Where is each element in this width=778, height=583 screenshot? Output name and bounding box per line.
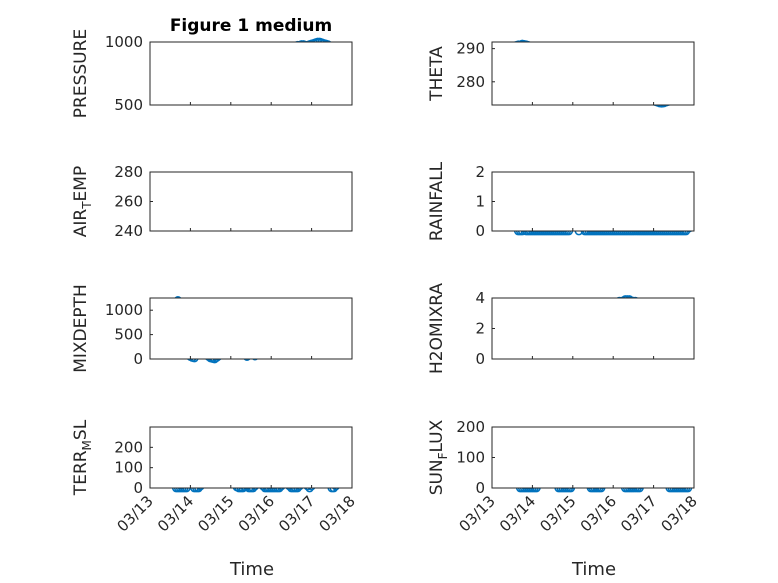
y-tick-label: 0 (133, 479, 143, 497)
axes-frame (149, 171, 353, 232)
y-axis-label: TERRMSL (71, 419, 94, 496)
subplot-6: 0 2 4 H2OMIXRA (427, 283, 695, 374)
y-axis-label-main: TERR (71, 450, 91, 496)
y-axis-label: AIRTEMP (71, 166, 94, 237)
y-axis-label: MIXDEPTH (71, 284, 91, 373)
y-axis-label-main: AIR (71, 209, 91, 238)
y-tick-label: 290 (456, 40, 485, 58)
y-axis-label: PRESSURE (71, 29, 91, 118)
y-tick-label: 100 (114, 459, 143, 477)
x-tick-label: 03/17 (617, 492, 660, 535)
figure-title: Figure 1 medium (170, 16, 332, 36)
subplot-2: 280 290 THETA (427, 40, 695, 108)
y-tick-label: 1000 (105, 33, 143, 51)
y-tick-label: 280 (114, 163, 143, 181)
axes-frame (149, 297, 353, 360)
y-axis-label: THETA (427, 46, 447, 102)
x-tick-label: 03/14 (154, 492, 197, 535)
x-tick-label: 03/15 (194, 492, 237, 535)
x-tick-label: 03/18 (658, 492, 701, 535)
y-tick-label: 2 (475, 163, 485, 181)
y-axis-label-rest: EMP (71, 166, 91, 202)
y-tick-label: 1000 (105, 301, 143, 319)
y-axis-label-rest: SL (71, 419, 91, 440)
x-tick-label: 03/18 (316, 492, 359, 535)
x-tick-label: 03/13 (114, 492, 157, 535)
x-axis-label-right: Time (571, 559, 616, 580)
x-tick-label: 03/13 (456, 492, 499, 535)
axes-frame (149, 426, 353, 489)
y-axis-label-subscript: F (436, 452, 450, 459)
axes-frame (491, 171, 695, 232)
y-axis-label-main: SUN (427, 459, 447, 495)
x-tick-label: 03/17 (275, 492, 318, 535)
y-tick-label: 200 (456, 418, 485, 436)
y-axis-label-subscript: M (80, 440, 94, 450)
y-tick-label: 100 (456, 449, 485, 467)
x-tick-label: 03/16 (577, 492, 620, 535)
y-tick-label: 1 (475, 193, 485, 211)
y-tick-label: 0 (475, 350, 485, 368)
y-axis-label: RAINFALL (427, 161, 447, 241)
y-tick-label: 0 (475, 222, 485, 240)
axes-frame (491, 41, 695, 106)
y-tick-label: 500 (114, 96, 143, 114)
y-tick-label: 0 (475, 479, 485, 497)
y-axis-label: SUNFLUX (427, 419, 450, 495)
axes-frame (149, 41, 353, 106)
x-tick-label: 03/14 (496, 492, 539, 535)
subplot-4: 0 1 2 RAINFALL (427, 161, 695, 241)
y-tick-label: 240 (114, 222, 143, 240)
y-tick-label: 4 (475, 289, 485, 307)
y-tick-label: 280 (456, 73, 485, 91)
y-axis-label-subscript: T (80, 201, 94, 210)
x-axis-label-left: Time (229, 559, 274, 580)
subplot-3: 240 260 280 AIRTEMP (71, 163, 353, 240)
y-tick-label: 500 (114, 326, 143, 344)
y-tick-label: 0 (133, 350, 143, 368)
axes-frame (491, 426, 695, 489)
y-tick-label: 260 (114, 193, 143, 211)
subplot-1: 500 1000 PRESSURE (71, 29, 353, 118)
subplot-5: 0 500 1000 MIXDEPTH (71, 284, 353, 373)
y-axis-label-rest: LUX (427, 419, 447, 452)
axes-frame (491, 297, 695, 360)
y-tick-label: 2 (475, 320, 485, 338)
y-axis-label: H2OMIXRA (427, 283, 447, 374)
y-tick-label: 200 (114, 438, 143, 456)
x-tick-label: 03/15 (536, 492, 579, 535)
x-tick-label: 03/16 (235, 492, 278, 535)
